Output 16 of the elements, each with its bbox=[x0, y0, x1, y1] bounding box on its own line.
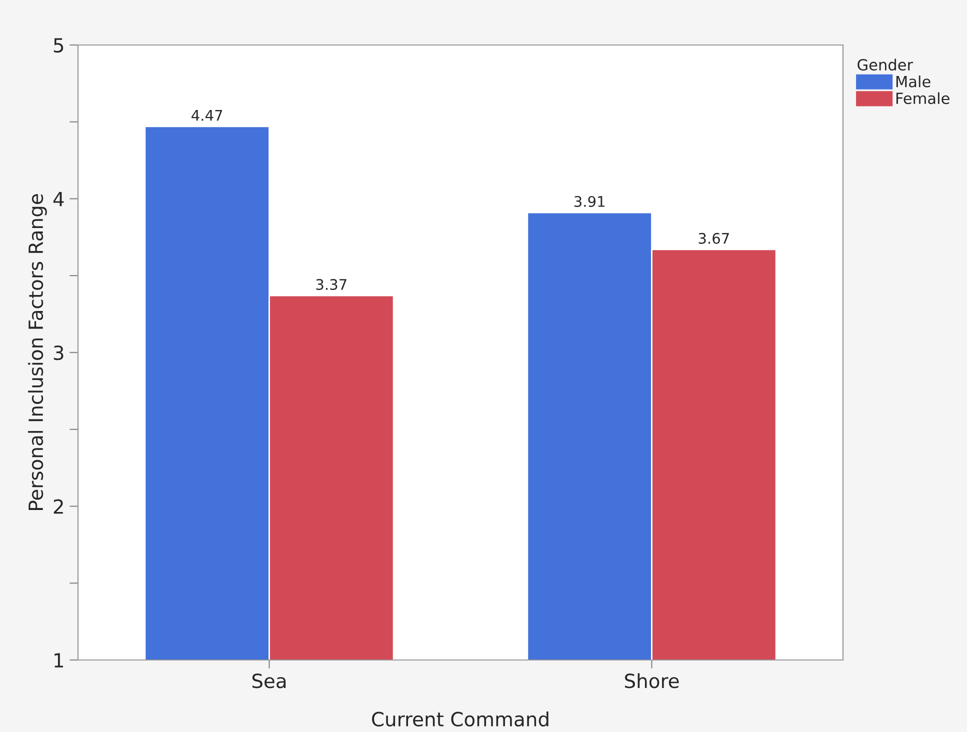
y-tick-label: 3 bbox=[54, 345, 64, 360]
legend-title: Gender bbox=[858, 58, 914, 71]
data-label: 4.47 bbox=[192, 110, 222, 121]
data-label: 3.67 bbox=[698, 232, 729, 244]
x-tick-label: Sea bbox=[252, 674, 286, 688]
data-label: 3.37 bbox=[316, 278, 346, 290]
y-tick-label: 4 bbox=[53, 192, 64, 206]
data-label: 3.91 bbox=[574, 196, 604, 207]
legend-label: Male bbox=[896, 76, 930, 88]
x-axis-title: Current Command bbox=[372, 711, 548, 727]
y-tick-label: 1 bbox=[54, 653, 64, 668]
y-axis-title: Personal Inclusion Factors Range bbox=[28, 194, 47, 510]
x-tick-label: Shore bbox=[624, 673, 679, 688]
y-tick-label: 2 bbox=[54, 499, 63, 514]
legend-label: Female bbox=[896, 92, 950, 104]
y-tick-label: 5 bbox=[54, 38, 64, 53]
